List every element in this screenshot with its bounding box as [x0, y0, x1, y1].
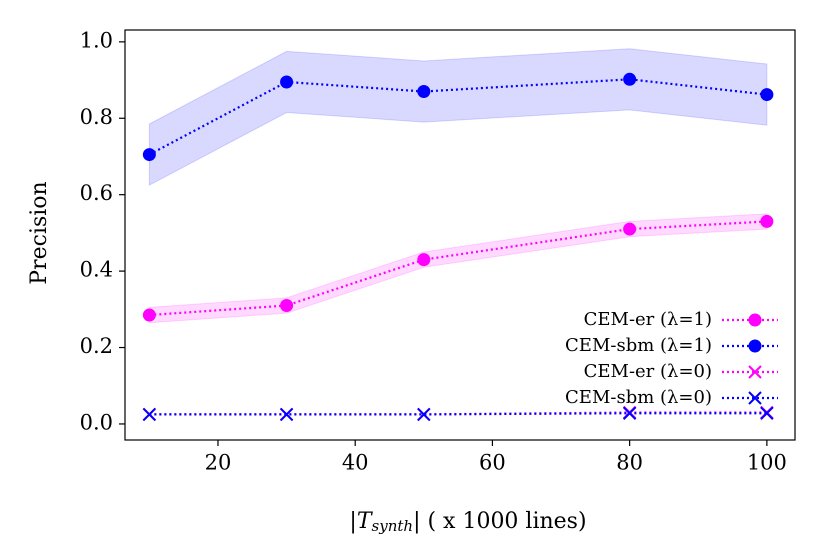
- y-tick-label: 1.0: [80, 28, 113, 52]
- x-tick-label: 60: [479, 451, 506, 475]
- marker: [623, 222, 637, 236]
- x-label-part: |: [349, 509, 356, 534]
- band: [148, 213, 768, 324]
- x-tick-label: 100: [747, 451, 787, 475]
- marker: [622, 406, 637, 420]
- line: [149, 220, 767, 317]
- marker: [417, 85, 431, 99]
- legend-marker: [748, 391, 762, 405]
- legend-label: CEM-sbm (λ=1): [565, 335, 712, 356]
- marker: [279, 407, 294, 422]
- legend-marker: [748, 313, 762, 327]
- x-label-part: synth: [372, 517, 414, 535]
- x-tick-label: 80: [616, 451, 643, 475]
- y-tick-label: 0.8: [80, 105, 113, 129]
- legend-label: CEM-er (λ=1): [584, 309, 712, 330]
- marker: [760, 406, 774, 420]
- marker: [623, 72, 637, 86]
- legend-marker: [748, 339, 762, 353]
- legend-label: CEM-sbm (λ=0): [565, 387, 712, 408]
- marker: [280, 75, 294, 89]
- marker: [142, 308, 156, 322]
- x-label-part: | ( x 1000 lines): [413, 509, 587, 534]
- x-tick-label: 40: [342, 451, 369, 475]
- x-axis-label: |Tsynth| ( x 1000 lines): [349, 509, 586, 535]
- legend-label: CEM-er (λ=0): [584, 361, 712, 382]
- y-tick-label: 0.6: [80, 181, 113, 205]
- marker: [417, 253, 431, 267]
- x-label-part: T: [357, 509, 374, 534]
- marker: [760, 88, 774, 102]
- x-tick-label: 20: [205, 451, 232, 475]
- legend-marker: [748, 365, 762, 379]
- plot-frame: [124, 29, 796, 441]
- line: [148, 78, 767, 156]
- y-axis-label: Precision: [27, 181, 52, 284]
- marker: [142, 407, 157, 422]
- marker: [280, 298, 294, 312]
- marker: [417, 407, 431, 422]
- y-tick-label: 0.0: [80, 410, 113, 434]
- band: [148, 48, 768, 186]
- marker: [760, 214, 774, 228]
- marker: [142, 148, 156, 162]
- line: [149, 412, 767, 416]
- y-tick-label: 0.4: [80, 258, 113, 282]
- y-tick-label: 0.2: [80, 334, 113, 358]
- line: [149, 411, 767, 416]
